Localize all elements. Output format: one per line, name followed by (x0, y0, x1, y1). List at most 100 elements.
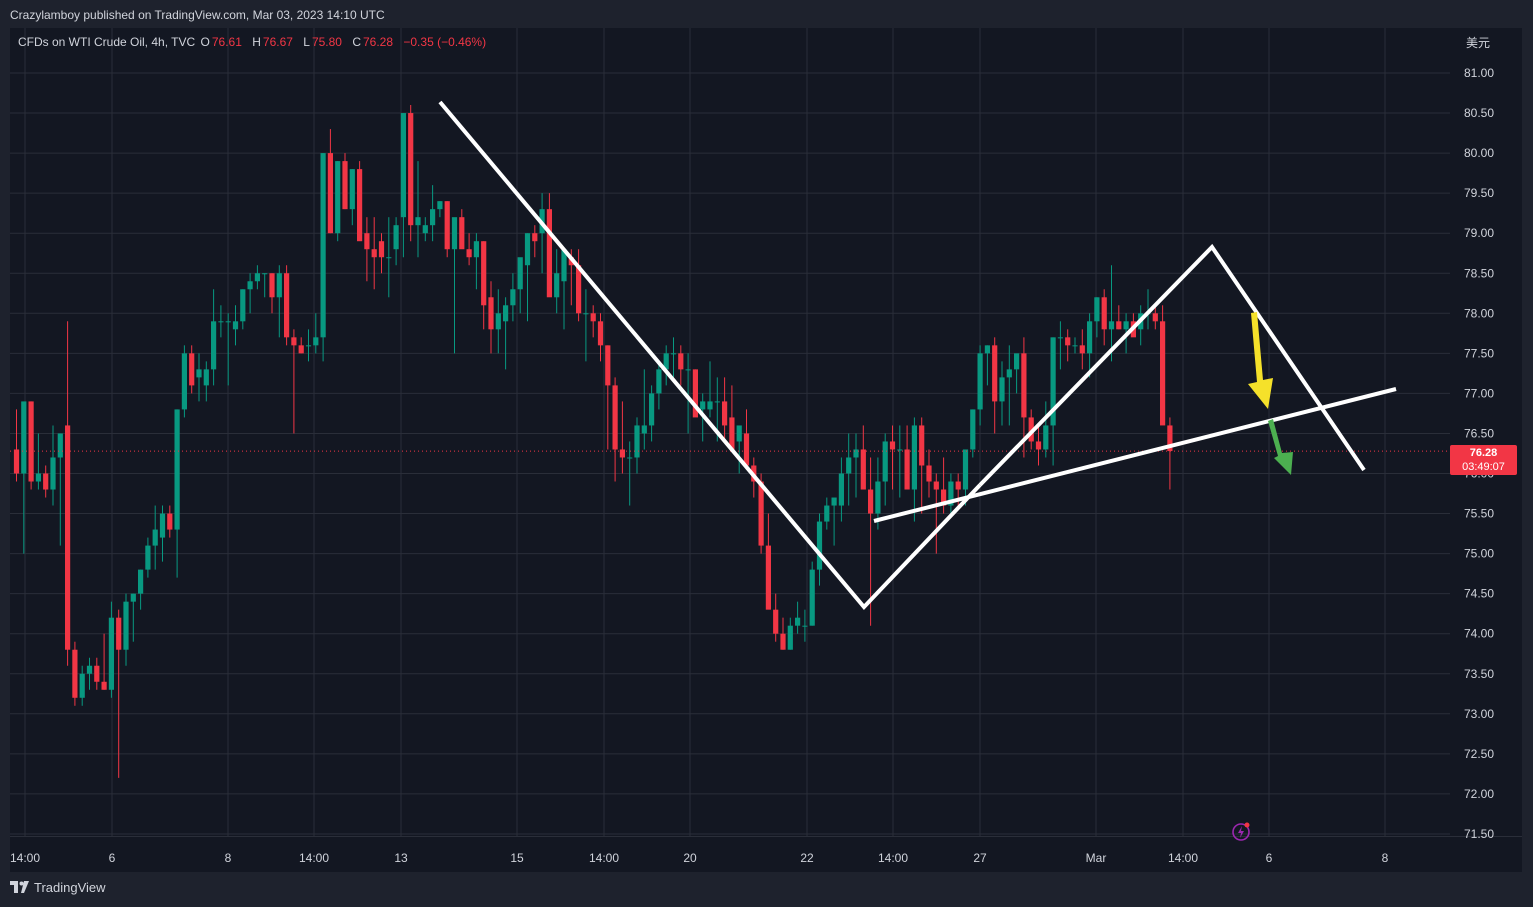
candle-body (437, 201, 443, 210)
candle (393, 217, 399, 266)
candle-body (510, 289, 516, 306)
triangle-pattern-line[interactable] (978, 243, 1366, 487)
price-axis[interactable]: 81.00 80.50 80.00 79.50 79.00 78.50 78.00 77.50… (1464, 66, 1494, 841)
candle (627, 441, 633, 506)
candle (619, 401, 625, 474)
candle-body (1152, 313, 1158, 322)
chart-pane[interactable]: 81.00 80.50 80.00 79.50 79.00 78.50 78.00 77.50… (10, 28, 1522, 872)
candle (116, 609, 122, 778)
candle (1065, 329, 1071, 362)
candle (247, 273, 253, 314)
x-tick-label: 14:00 (1168, 851, 1198, 865)
y-tick-label: 77.00 (1464, 386, 1494, 400)
candle-body (320, 153, 326, 338)
candle-body (941, 489, 947, 506)
drawing-annotations[interactable] (438, 100, 1397, 610)
candle-body (371, 249, 377, 258)
candle (707, 361, 713, 418)
candle (159, 505, 166, 562)
candle (65, 321, 71, 666)
candle-body (123, 601, 129, 650)
candle-body (488, 297, 494, 330)
candle-body (262, 273, 268, 275)
candle-body (860, 449, 866, 490)
candle (605, 345, 611, 450)
x-tick-label: 22 (800, 851, 814, 865)
candle (1160, 305, 1166, 426)
candle-body (853, 449, 859, 458)
candle-body (517, 257, 523, 290)
candle (612, 377, 618, 482)
candle-body (999, 377, 1005, 402)
candle (1101, 289, 1107, 346)
candle (809, 561, 815, 626)
neckline[interactable] (873, 387, 1397, 523)
candle (977, 345, 983, 426)
candle (488, 281, 494, 354)
candle-body (605, 345, 611, 386)
candle-body (619, 449, 625, 458)
candle-body (503, 305, 509, 322)
candle (984, 345, 990, 386)
candle (911, 417, 917, 522)
candle (196, 353, 202, 402)
yellow-arrow-icon (1248, 312, 1273, 409)
candlestick-chart[interactable]: 81.00 80.50 80.00 79.50 79.00 78.50 78.00 77.50… (10, 28, 1522, 872)
candle-body (1050, 337, 1056, 426)
candle (13, 409, 20, 482)
y-tick-label: 78.00 (1464, 306, 1494, 320)
y-tick-label: 81.00 (1464, 66, 1494, 80)
y-tick-label: 76.50 (1464, 426, 1494, 440)
candle (415, 161, 421, 258)
x-tick-label: 6 (1266, 851, 1273, 865)
candle-body (1035, 441, 1042, 450)
candle (400, 113, 406, 258)
candle-body (868, 489, 874, 514)
candle-body (72, 649, 78, 698)
currency-label[interactable]: 美元 (1465, 36, 1490, 50)
candle-body (729, 417, 735, 450)
candle (79, 665, 85, 706)
candle (232, 305, 239, 346)
candle-body (692, 369, 698, 418)
candle (269, 273, 275, 314)
candle-body (773, 609, 779, 634)
x-tick-label: 14:00 (589, 851, 619, 865)
candle-body (159, 513, 166, 538)
y-tick-label: 71.50 (1464, 827, 1494, 841)
candle (1087, 313, 1093, 378)
candle (364, 217, 370, 282)
candle-body (933, 481, 939, 490)
candle-body (612, 385, 618, 450)
candle (1057, 321, 1063, 370)
lightning-icon[interactable] (1231, 821, 1251, 841)
footer[interactable]: TradingView (10, 880, 106, 895)
x-tick-label: 13 (394, 851, 408, 865)
candle (824, 497, 830, 530)
candle-body (247, 281, 253, 290)
candle (816, 513, 823, 586)
x-tick-label: 14:00 (10, 851, 40, 865)
candle-body (977, 353, 983, 410)
candle (1116, 305, 1122, 330)
candle-body (1087, 321, 1093, 354)
candle-body (145, 545, 151, 570)
candle (357, 161, 363, 242)
candle-body (1021, 353, 1027, 418)
trend-line-down[interactable] (438, 100, 982, 610)
candle (152, 505, 158, 570)
candle-body (211, 321, 217, 370)
candle (72, 641, 78, 706)
y-tick-label: 73.00 (1464, 707, 1494, 721)
candle-body (284, 273, 290, 338)
candle-body (663, 353, 669, 370)
x-tick-label: 14:00 (878, 851, 908, 865)
candle (882, 433, 888, 506)
brand-name: TradingView (34, 880, 106, 895)
candle (780, 617, 786, 650)
candle-body (101, 681, 107, 690)
candle (327, 129, 333, 234)
candle (554, 249, 560, 314)
time-axis[interactable]: 14:00 6 8 14:00 13 15 14:00 20 22 14:00 27 Mar 14:00… (10, 851, 1389, 865)
y-tick-label: 79.00 (1464, 226, 1494, 240)
